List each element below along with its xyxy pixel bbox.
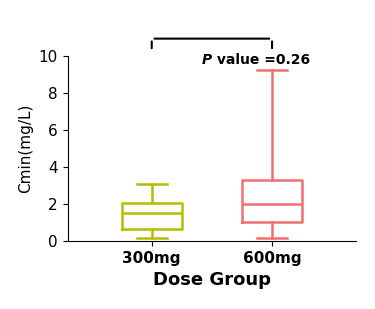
- X-axis label: Dose Group: Dose Group: [153, 271, 271, 289]
- Text: P: P: [202, 53, 212, 66]
- Y-axis label: Cmin(mg/L): Cmin(mg/L): [18, 104, 33, 193]
- Text: value =0.26: value =0.26: [212, 53, 310, 66]
